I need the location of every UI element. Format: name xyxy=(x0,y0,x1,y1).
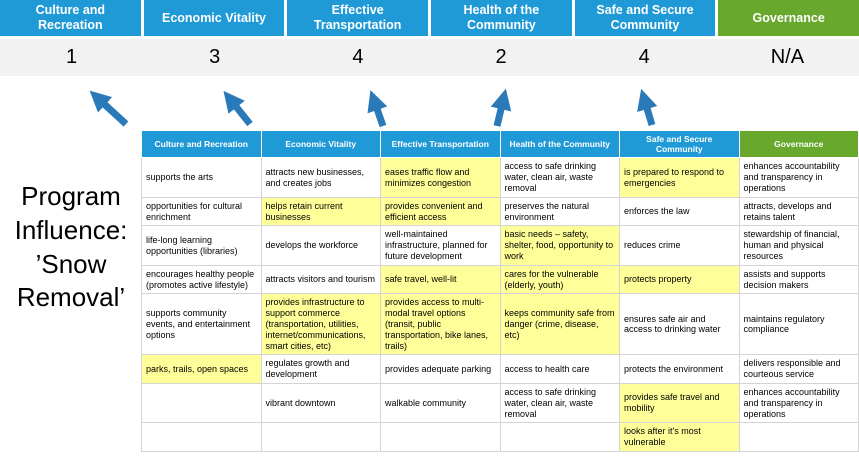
matrix-cell: preserves the natural environment xyxy=(499,196,620,227)
score-safe-and-secure-community: 4 xyxy=(638,46,650,68)
table-row: supports community events, and entertain… xyxy=(141,293,859,356)
matrix-cell: regulates growth and development xyxy=(260,354,381,384)
matrix-cell: reduces crime xyxy=(619,225,740,266)
page-title: Program Influence: ’Snow Removal’ xyxy=(14,181,128,313)
matrix-cell: life-long learning opportunities (librar… xyxy=(141,225,262,266)
band-header-governance: Governance xyxy=(718,0,859,36)
matrix-cell: supports community events, and entertain… xyxy=(141,293,262,356)
matrix-cell: attracts, develops and retains talent xyxy=(738,196,859,227)
matrix-cell xyxy=(499,422,620,452)
matrix-body: supports the arts attracts new businesses… xyxy=(141,157,859,452)
matrix-cell-highlighted: cares for the vulnerable (elderly, youth… xyxy=(499,264,620,295)
score-governance: N/A xyxy=(770,46,805,68)
matrix-cell-highlighted: safe travel, well-lit xyxy=(380,264,501,295)
score-economic-vitality: 3 xyxy=(209,46,221,68)
matrix-cell: ensures safe air and access to drinking … xyxy=(619,293,740,356)
matrix-cell: assists and supports decision makers xyxy=(738,264,859,295)
band-header-culture-and-recreation: Culture and Recreation xyxy=(0,0,141,36)
matrix-header-safe-and-secure-community: Safe and Secure Community xyxy=(619,129,740,159)
influence-matrix: Culture and Recreation Economic Vitality E… xyxy=(141,129,859,452)
summary-band: Culture and Recreation Economic Vitality E… xyxy=(0,0,859,36)
matrix-cell: delivers responsible and courteous servi… xyxy=(738,354,859,384)
matrix-cell: enhances accountability and transparency… xyxy=(738,382,859,424)
matrix-cell xyxy=(260,422,381,452)
score-culture-and-recreation: 1 xyxy=(66,46,78,68)
table-row: parks, trails, open spaces regulates grow… xyxy=(141,354,859,384)
matrix-cell: well-maintained infrastructure, planned … xyxy=(380,225,501,266)
band-header-health-of-the-community: Health of the Community xyxy=(431,0,572,36)
up-arrow-icon xyxy=(89,90,129,127)
arrows-layer xyxy=(89,88,658,128)
matrix-header-culture-and-recreation: Culture and Recreation xyxy=(141,129,262,159)
matrix-cell: access to safe drinking water, clean air… xyxy=(499,157,620,198)
matrix-cell-highlighted: keeps community safe from danger (crime,… xyxy=(499,293,620,356)
matrix-header-economic-vitality: Economic Vitality xyxy=(260,129,381,159)
matrix-cell: enhances accountability and transparency… xyxy=(738,157,859,198)
matrix-cell: attracts new businesses, and creates job… xyxy=(260,157,381,198)
score-health-of-the-community: 2 xyxy=(495,46,507,68)
matrix-cell-highlighted: provides safe travel and mobility xyxy=(619,382,740,424)
matrix-cell xyxy=(141,422,262,452)
up-arrow-icon xyxy=(367,90,388,128)
matrix-cell: access to safe drinking water, clean air… xyxy=(499,382,620,424)
matrix-cell-highlighted: eases traffic flow and minimizes congest… xyxy=(380,157,501,198)
up-arrow-icon xyxy=(490,88,512,127)
matrix-cell: maintains regulatory compliance xyxy=(738,293,859,356)
matrix-header-health-of-the-community: Health of the Community xyxy=(499,129,620,159)
matrix-cell: access to health care xyxy=(499,354,620,384)
matrix-cell-highlighted: basic needs – safety, shelter, food, opp… xyxy=(499,225,620,266)
band-header-effective-transportation: Effective Transportation xyxy=(287,0,428,36)
matrix-cell xyxy=(738,422,859,452)
matrix-cell: walkable community xyxy=(380,382,501,424)
band-header-economic-vitality: Economic Vitality xyxy=(143,0,285,36)
band-header-safe-and-secure-community: Safe and Secure Community xyxy=(574,0,716,36)
matrix-header-governance: Governance xyxy=(738,129,859,159)
table-row: supports the arts attracts new businesses… xyxy=(141,157,859,198)
matrix-cell-highlighted: provides infrastructure to support comme… xyxy=(260,293,381,356)
table-row: vibrant downtown walkable community access… xyxy=(141,382,859,424)
matrix-cell-highlighted: is prepared to respond to emergencies xyxy=(619,157,740,198)
matrix-cell xyxy=(141,382,262,424)
score-effective-transportation: 4 xyxy=(352,46,364,68)
matrix-cell: develops the workforce xyxy=(260,225,381,266)
matrix-cell xyxy=(380,422,501,452)
matrix-cell: protects the environment xyxy=(619,354,740,384)
matrix-cell: enforces the law xyxy=(619,196,740,227)
matrix-cell: encourages healthy people (promotes acti… xyxy=(141,264,262,295)
matrix-cell: vibrant downtown xyxy=(260,382,381,424)
up-arrow-icon xyxy=(223,90,253,127)
matrix-cell: opportunities for cultural enrichment xyxy=(141,196,262,227)
table-row: looks after it's most vulnerable xyxy=(141,422,859,452)
matrix-cell: supports the arts xyxy=(141,157,262,198)
matrix-cell-highlighted: parks, trails, open spaces xyxy=(141,354,262,384)
matrix-cell-highlighted: provides convenient and efficient access xyxy=(380,196,501,227)
matrix-cell-highlighted: provides access to multi-modal travel op… xyxy=(380,293,501,356)
matrix-cell-highlighted: helps retain current businesses xyxy=(260,196,381,227)
matrix-cell: stewardship of financial, human and phys… xyxy=(738,225,859,266)
up-arrow-icon xyxy=(637,88,658,127)
matrix-cell-highlighted: protects property xyxy=(619,264,740,295)
table-row: life-long learning opportunities (librar… xyxy=(141,225,859,266)
table-row: opportunities for cultural enrichment hel… xyxy=(141,196,859,227)
matrix-cell: attracts visitors and tourism xyxy=(260,264,381,295)
matrix-cell: provides adequate parking xyxy=(380,354,501,384)
matrix-cell-highlighted: looks after it's most vulnerable xyxy=(619,422,740,452)
score-row: 1 3 4 2 4 N/A xyxy=(0,39,859,76)
table-row: encourages healthy people (promotes acti… xyxy=(141,264,859,295)
matrix-header-effective-transportation: Effective Transportation xyxy=(380,129,501,159)
matrix-head-row: Culture and Recreation Economic Vitality E… xyxy=(141,129,859,159)
